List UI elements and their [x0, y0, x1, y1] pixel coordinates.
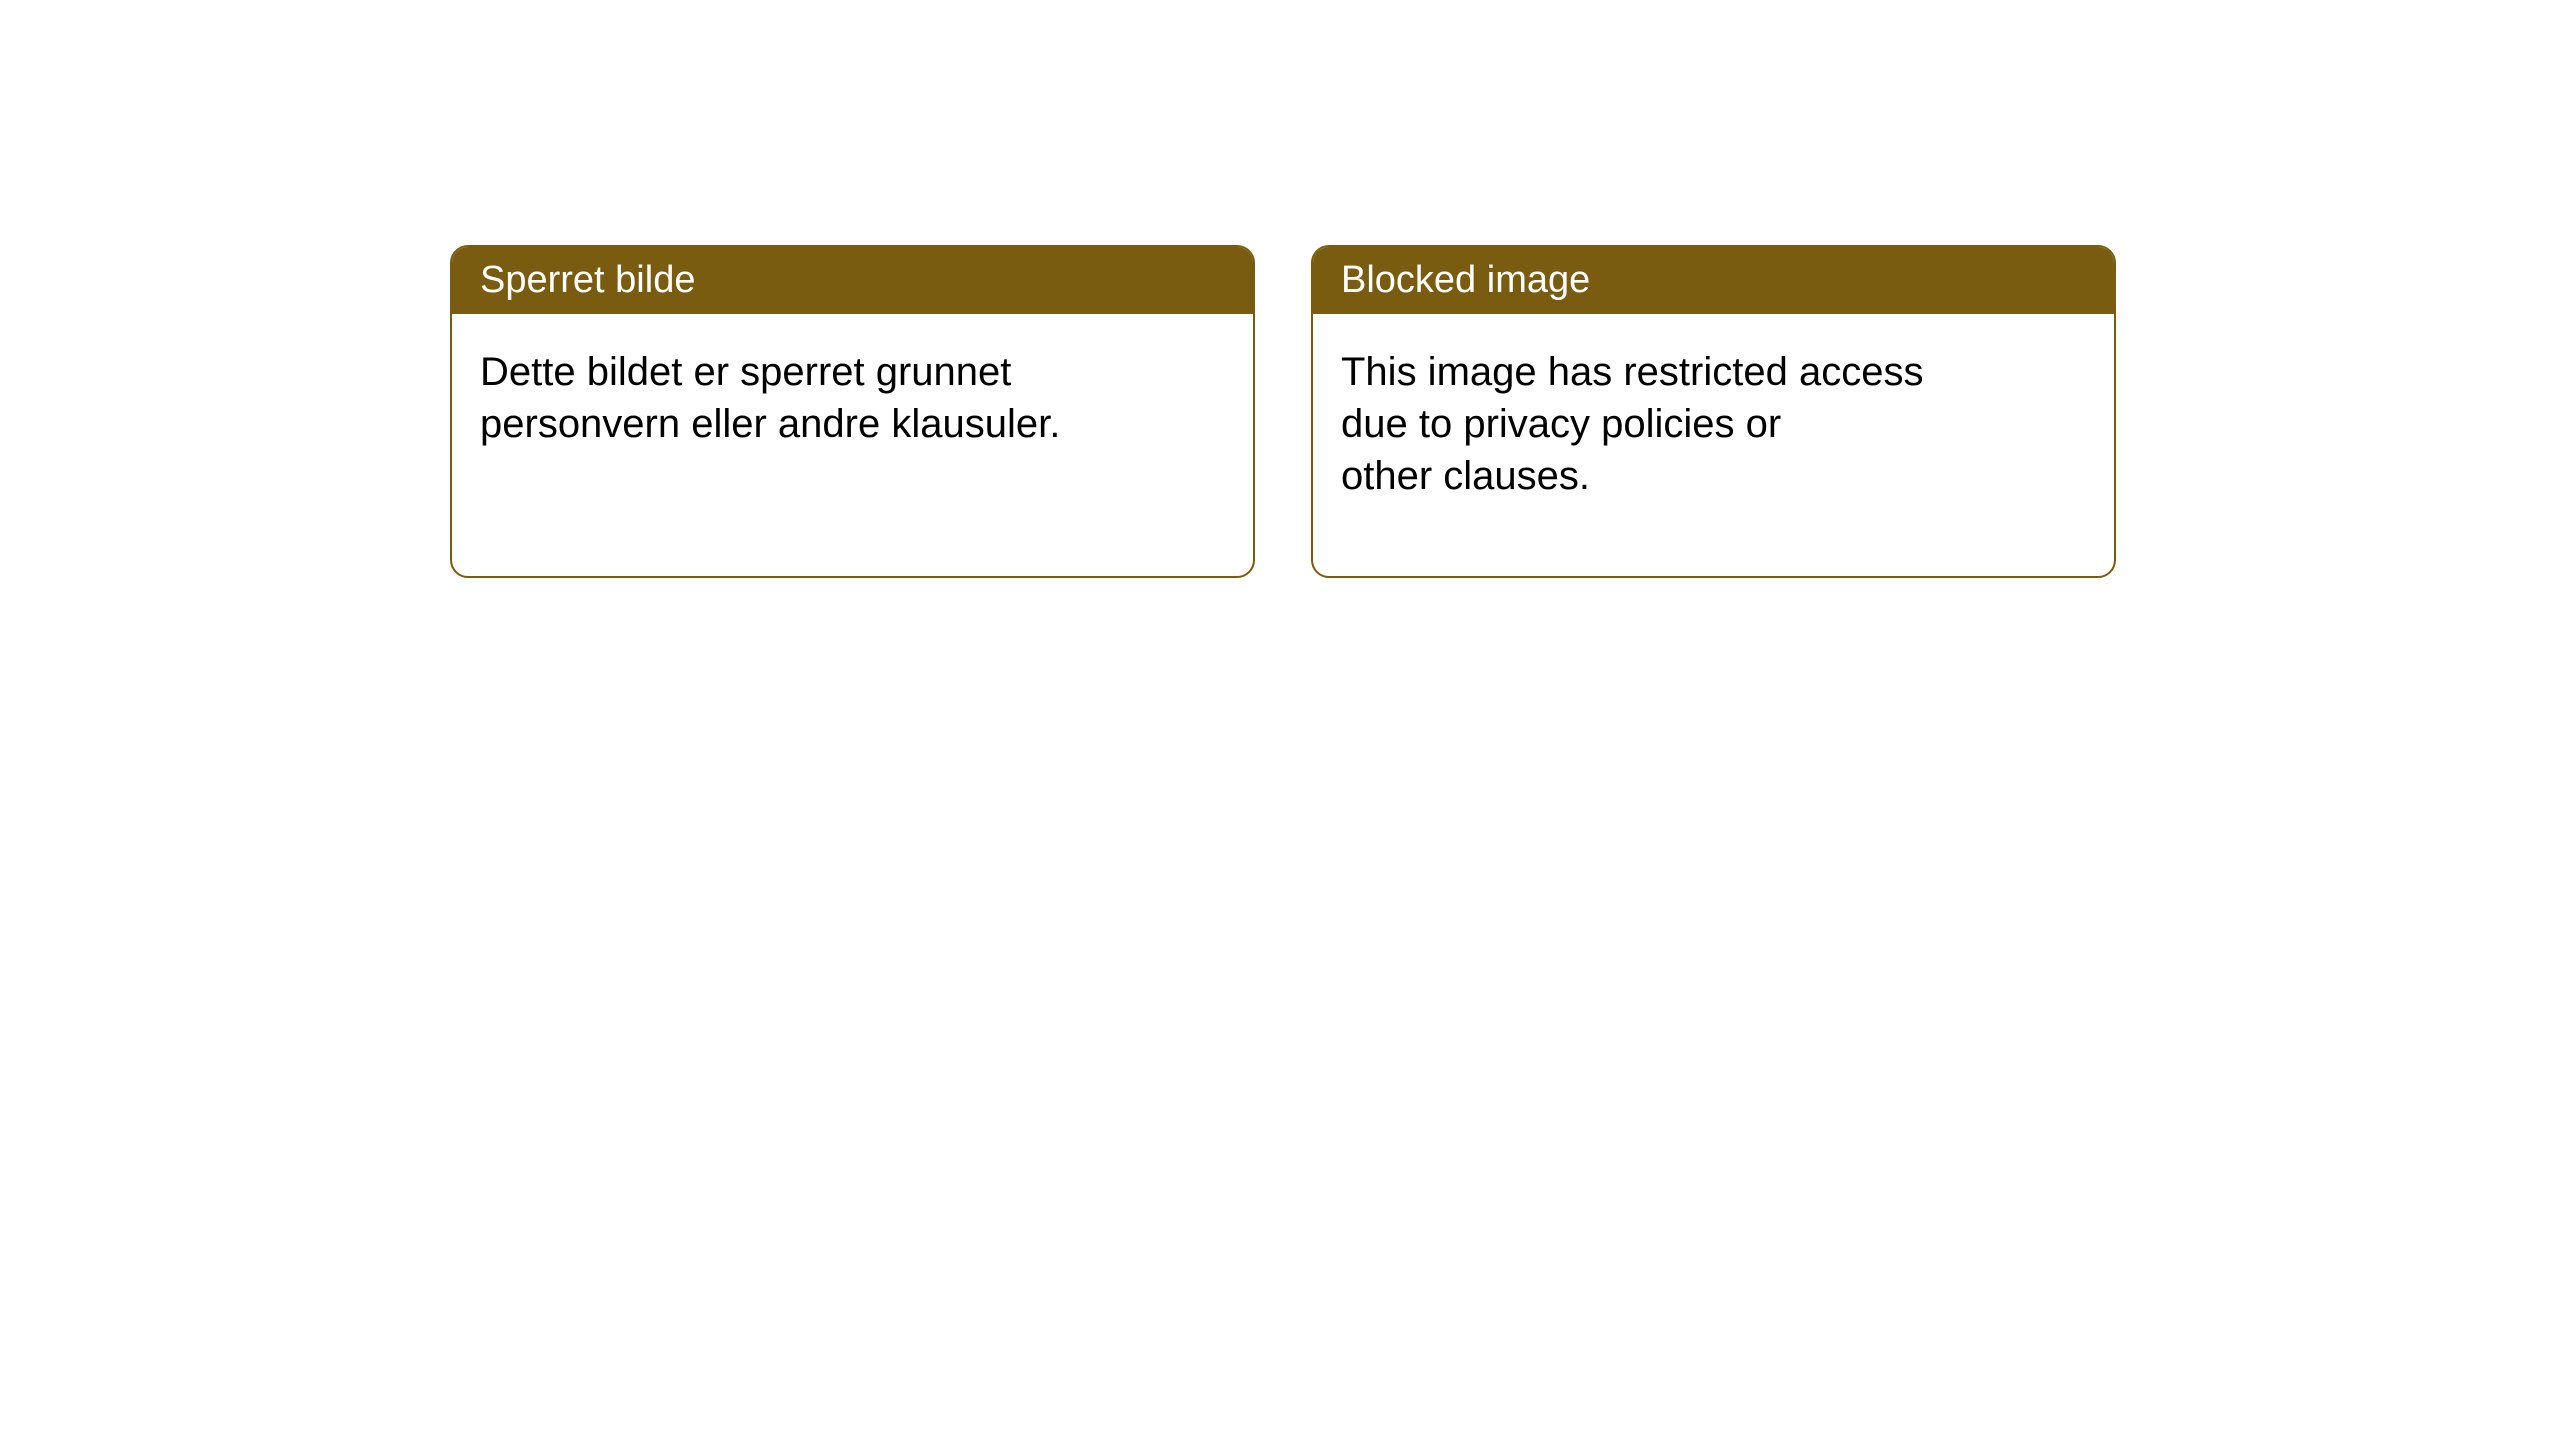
notice-cards-container: Sperret bilde Dette bildet er sperret gr… [450, 245, 2116, 578]
notice-header-english: Blocked image [1313, 247, 2114, 314]
notice-body-norwegian: Dette bildet er sperret grunnet personve… [452, 314, 1253, 482]
notice-header-norwegian: Sperret bilde [452, 247, 1253, 314]
notice-card-norwegian: Sperret bilde Dette bildet er sperret gr… [450, 245, 1255, 578]
notice-body-english: This image has restricted access due to … [1313, 314, 2114, 534]
notice-card-english: Blocked image This image has restricted … [1311, 245, 2116, 578]
